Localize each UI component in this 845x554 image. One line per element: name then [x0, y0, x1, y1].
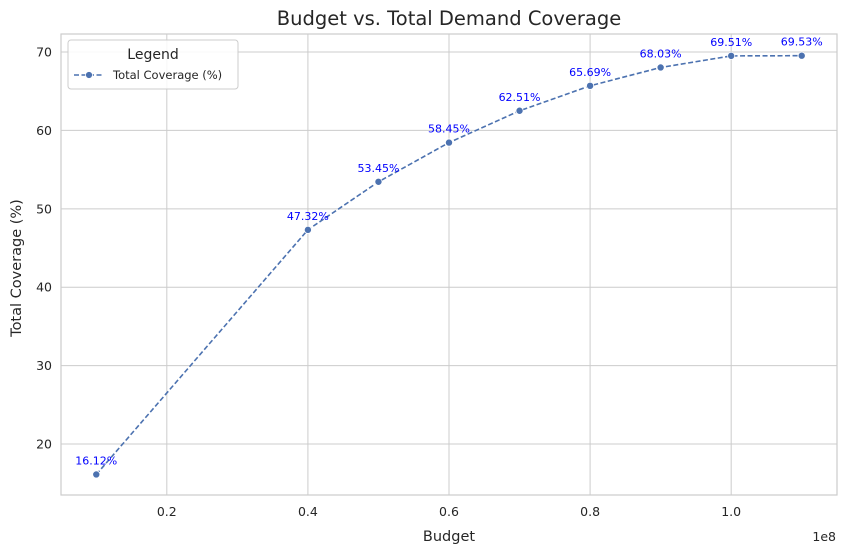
legend: Legend Total Coverage (%) [67, 39, 239, 90]
data-point [515, 106, 524, 115]
x-axis-label: Budget [423, 529, 475, 545]
data-label: 16.12% [75, 454, 117, 467]
data-point [374, 177, 383, 186]
data-label: 47.32% [287, 210, 329, 223]
x-offset-label: 1e8 [812, 529, 836, 544]
data-label: 58.45% [428, 123, 470, 136]
legend-box [67, 39, 239, 90]
data-label: 62.51% [499, 91, 541, 104]
x-tick-label: 0.4 [298, 504, 318, 519]
chart-title: Budget vs. Total Demand Coverage [277, 7, 622, 30]
data-point [727, 51, 736, 60]
data-label: 69.53% [781, 36, 823, 49]
data-label: 69.51% [710, 36, 752, 49]
data-label: 68.03% [640, 47, 682, 60]
x-tick-label: 1.0 [721, 504, 741, 519]
y-tick-label: 40 [36, 280, 52, 295]
data-label: 53.45% [357, 162, 399, 175]
y-axis-label: Total Coverage (%) [9, 199, 25, 338]
data-label: 65.69% [569, 66, 611, 79]
y-tick-label: 20 [36, 437, 52, 452]
data-point [303, 225, 312, 234]
y-tick-label: 60 [36, 123, 52, 138]
legend-entry-label: Total Coverage (%) [112, 68, 222, 82]
grid [61, 34, 837, 495]
data-point [444, 138, 453, 147]
y-tick-label: 70 [36, 45, 52, 60]
data-point [92, 470, 101, 479]
data-point [586, 81, 595, 90]
data-point [656, 63, 665, 72]
series-layer: 16.12% 47.32% 53.45% 58.45% 62.51% 65.69% 68.0… [75, 36, 823, 479]
y-tick-label: 30 [36, 358, 52, 373]
legend-title: Legend [127, 47, 178, 63]
y-ticks: 20 30 40 50 60 70 [36, 45, 52, 452]
x-tick-label: 0.2 [157, 504, 177, 519]
x-tick-label: 0.6 [439, 504, 459, 519]
legend-marker-sample [85, 71, 93, 79]
plot-frame [60, 33, 838, 496]
x-tick-label: 0.8 [580, 504, 600, 519]
y-tick-label: 50 [36, 201, 52, 216]
x-ticks: 0.2 0.4 0.6 0.8 1.0 [157, 504, 741, 519]
data-point [797, 51, 806, 60]
